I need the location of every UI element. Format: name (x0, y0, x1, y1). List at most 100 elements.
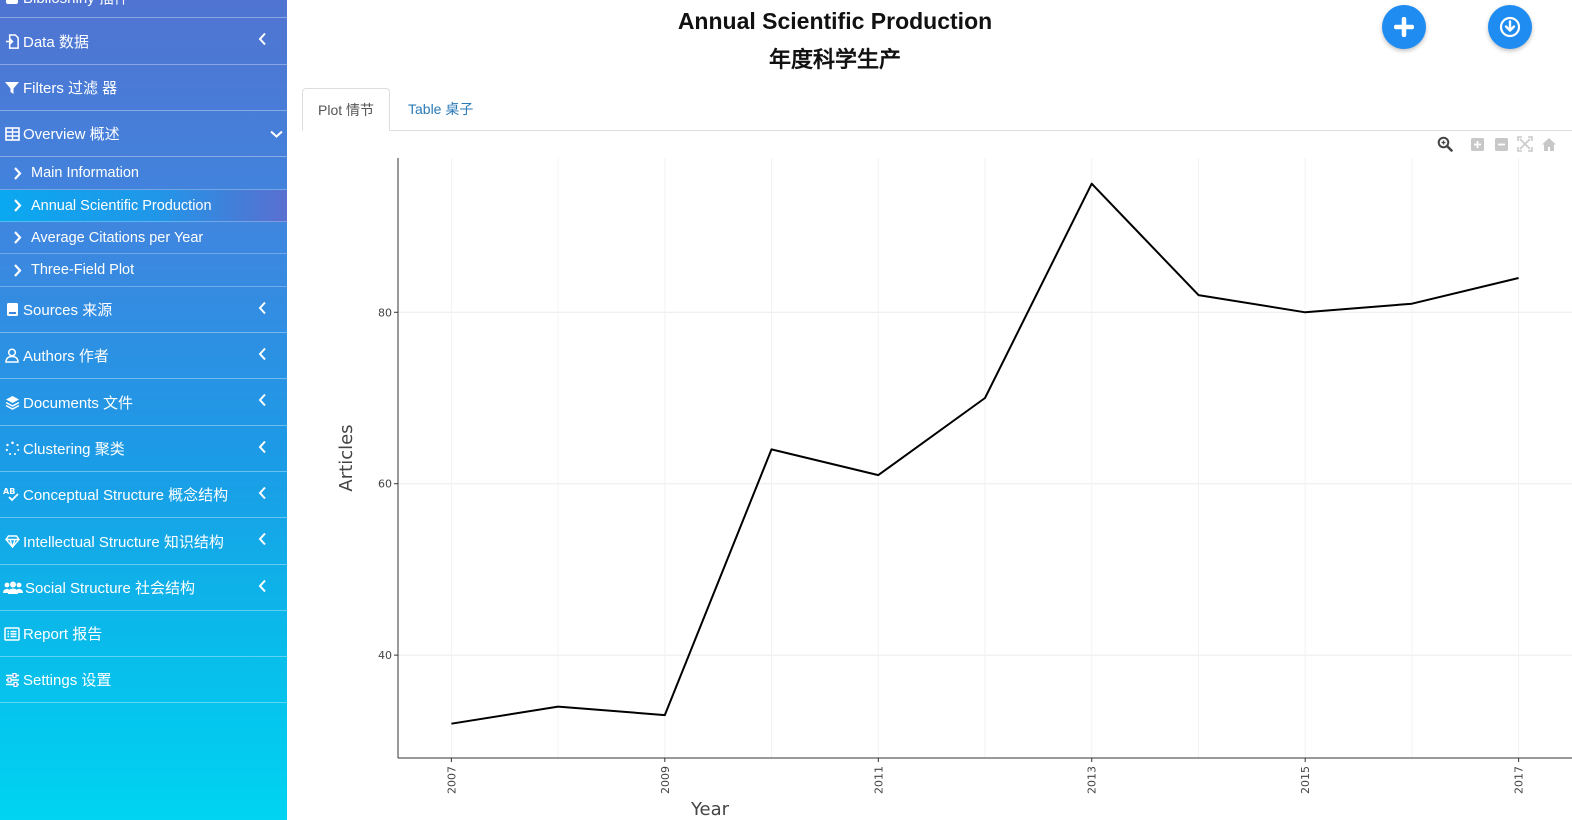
download-button[interactable] (1488, 5, 1532, 49)
user-icon (3, 348, 21, 363)
sidebar-item-sources[interactable]: Sources 来源 (0, 287, 287, 333)
download-circle-icon (1499, 16, 1521, 38)
filter-icon (3, 81, 21, 95)
sidebar-item-label: Intellectual Structure 知识结构 (23, 533, 224, 551)
x-tick-label: 2009 (659, 766, 672, 794)
chevron-right-icon (9, 166, 25, 180)
data-point[interactable] (1195, 292, 1201, 298)
sidebar-subitem-label: Main Information (31, 165, 139, 181)
reset-axes-button[interactable] (1540, 135, 1558, 153)
sidebar-item-label: Conceptual Structure 概念结构 (23, 487, 229, 504)
x-tick-label: 2011 (872, 766, 885, 794)
x-axis-title: Year (690, 799, 730, 820)
sidebar-item-data[interactable]: Data 数据 (0, 18, 287, 65)
sidebar-item-settings[interactable]: Settings 设置 (0, 657, 287, 703)
chevron-left-icon (258, 347, 267, 364)
sidebar-item-intellectual-structure[interactable]: Intellectual Structure 知识结构 (0, 518, 287, 565)
sidebar-subitem-main-information[interactable]: Main Information (0, 157, 287, 190)
chevron-left-icon (258, 32, 267, 50)
data-point[interactable] (448, 721, 454, 727)
chevron-down-icon (270, 125, 283, 142)
sidebar: Biblioshiny 插件 Data 数据 Filters 过滤 器 Over… (0, 0, 287, 820)
layers-icon (3, 395, 21, 410)
zoom-in-icon (1470, 137, 1484, 151)
data-point[interactable] (1089, 181, 1095, 187)
data-point[interactable] (875, 472, 881, 478)
data-point[interactable] (1516, 275, 1522, 281)
sidebar-item-clustering[interactable]: Clustering 聚类 (0, 426, 287, 472)
zoom-out-icon (1494, 137, 1508, 151)
home-icon (1542, 137, 1556, 151)
chevron-left-icon (258, 486, 267, 503)
spellcheck-icon: AB (3, 487, 21, 502)
sidebar-item-label: Authors 作者 (23, 348, 109, 365)
chevron-left-icon (258, 301, 267, 318)
y-axis-title: Articles (336, 424, 357, 491)
chevron-left-icon (258, 393, 267, 411)
sidebar-item-overview[interactable]: Overview 概述 (0, 111, 287, 157)
sidebar-item-filters[interactable]: Filters 过滤 器 (0, 65, 287, 111)
sidebar-item-label: Documents 文件 (23, 394, 134, 412)
chevron-right-icon (9, 263, 25, 277)
book-icon (3, 302, 21, 317)
zoom-button[interactable] (1436, 135, 1454, 153)
annual-production-chart: 40 60 80 2007 2009 2011 2013 2015 2017 Year Art… (336, 158, 1572, 820)
sidebar-item-label: Biblioshiny 插件 (23, 0, 129, 8)
sidebar-top-icon (3, 0, 21, 5)
sidebar-item-conceptual-structure[interactable]: AB Conceptual Structure 概念结构 (0, 472, 287, 518)
page-title: Annual Scientific Production (677, 8, 993, 34)
page-subtitle: 年度科学生产 (768, 47, 901, 72)
sidebar-item-label: Settings 设置 (23, 672, 112, 689)
x-tick-label: 2017 (1513, 766, 1526, 794)
sidebar-item-label: Social Structure 社会结构 (25, 580, 196, 597)
chevron-right-icon (9, 199, 25, 212)
sliders-icon (3, 672, 21, 687)
autoscale-button[interactable] (1516, 135, 1534, 153)
chevron-left-icon (258, 532, 267, 550)
chevron-left-icon (258, 579, 267, 596)
list-alt-icon (3, 626, 21, 641)
sidebar-subitem-label: Annual Scientific Production (31, 197, 212, 214)
x-tick-label: 2007 (445, 766, 458, 794)
chevron-left-icon (258, 440, 267, 457)
sidebar-subitem-label: Three-Field Plot (31, 262, 135, 278)
data-point[interactable] (662, 712, 668, 718)
users-icon (3, 581, 23, 595)
y-tick-label: 80 (378, 306, 392, 319)
sidebar-item-social-structure[interactable]: Social Structure 社会结构 (0, 565, 287, 611)
spinner-icon (3, 441, 21, 456)
sidebar-item-authors[interactable]: Authors 作者 (0, 333, 287, 379)
y-tick-label: 40 (378, 649, 392, 662)
autoscale-icon (1517, 136, 1533, 152)
plus-icon (1394, 17, 1414, 37)
sidebar-item-documents[interactable]: Documents 文件 (0, 379, 287, 426)
chevron-right-icon (9, 231, 25, 244)
sidebar-subitem-three-field-plot[interactable]: Three-Field Plot (0, 254, 287, 287)
tab-plot[interactable]: Plot 情节 (302, 88, 390, 131)
sidebar-item-label: Sources 来源 (23, 302, 113, 319)
data-point[interactable] (555, 704, 561, 710)
add-button[interactable] (1382, 5, 1426, 49)
sidebar-item-biblioshiny-partial[interactable]: Biblioshiny 插件 (0, 0, 287, 18)
x-tick-label: 2013 (1086, 766, 1099, 794)
tab-table[interactable]: Table 桌子 (408, 101, 474, 117)
magnifier-icon (1437, 136, 1453, 152)
zoom-out-button[interactable] (1492, 135, 1510, 153)
data-point[interactable] (769, 446, 775, 452)
sidebar-item-label: Filters 过滤 器 (23, 80, 118, 97)
tab-bar: Plot 情节 Table 桌子 (302, 88, 1572, 131)
sidebar-item-label: Data 数据 (23, 33, 89, 51)
data-point[interactable] (982, 395, 988, 401)
sidebar-subitem-annual-scientific-production[interactable]: Annual Scientific Production (0, 190, 287, 222)
svg-text:AB: AB (3, 487, 15, 496)
sidebar-item-report[interactable]: Report 报告 (0, 611, 287, 657)
data-point[interactable] (1302, 309, 1308, 315)
zoom-in-button[interactable] (1468, 135, 1486, 153)
table-icon (3, 126, 21, 141)
sidebar-item-label: Overview 概述 (23, 126, 120, 143)
gem-icon (3, 534, 21, 548)
sidebar-item-label: Clustering 聚类 (23, 441, 125, 458)
sidebar-subitem-average-citations[interactable]: Average Citations per Year (0, 222, 287, 254)
sidebar-item-label: Report 报告 (23, 626, 103, 643)
data-point[interactable] (1409, 301, 1415, 307)
